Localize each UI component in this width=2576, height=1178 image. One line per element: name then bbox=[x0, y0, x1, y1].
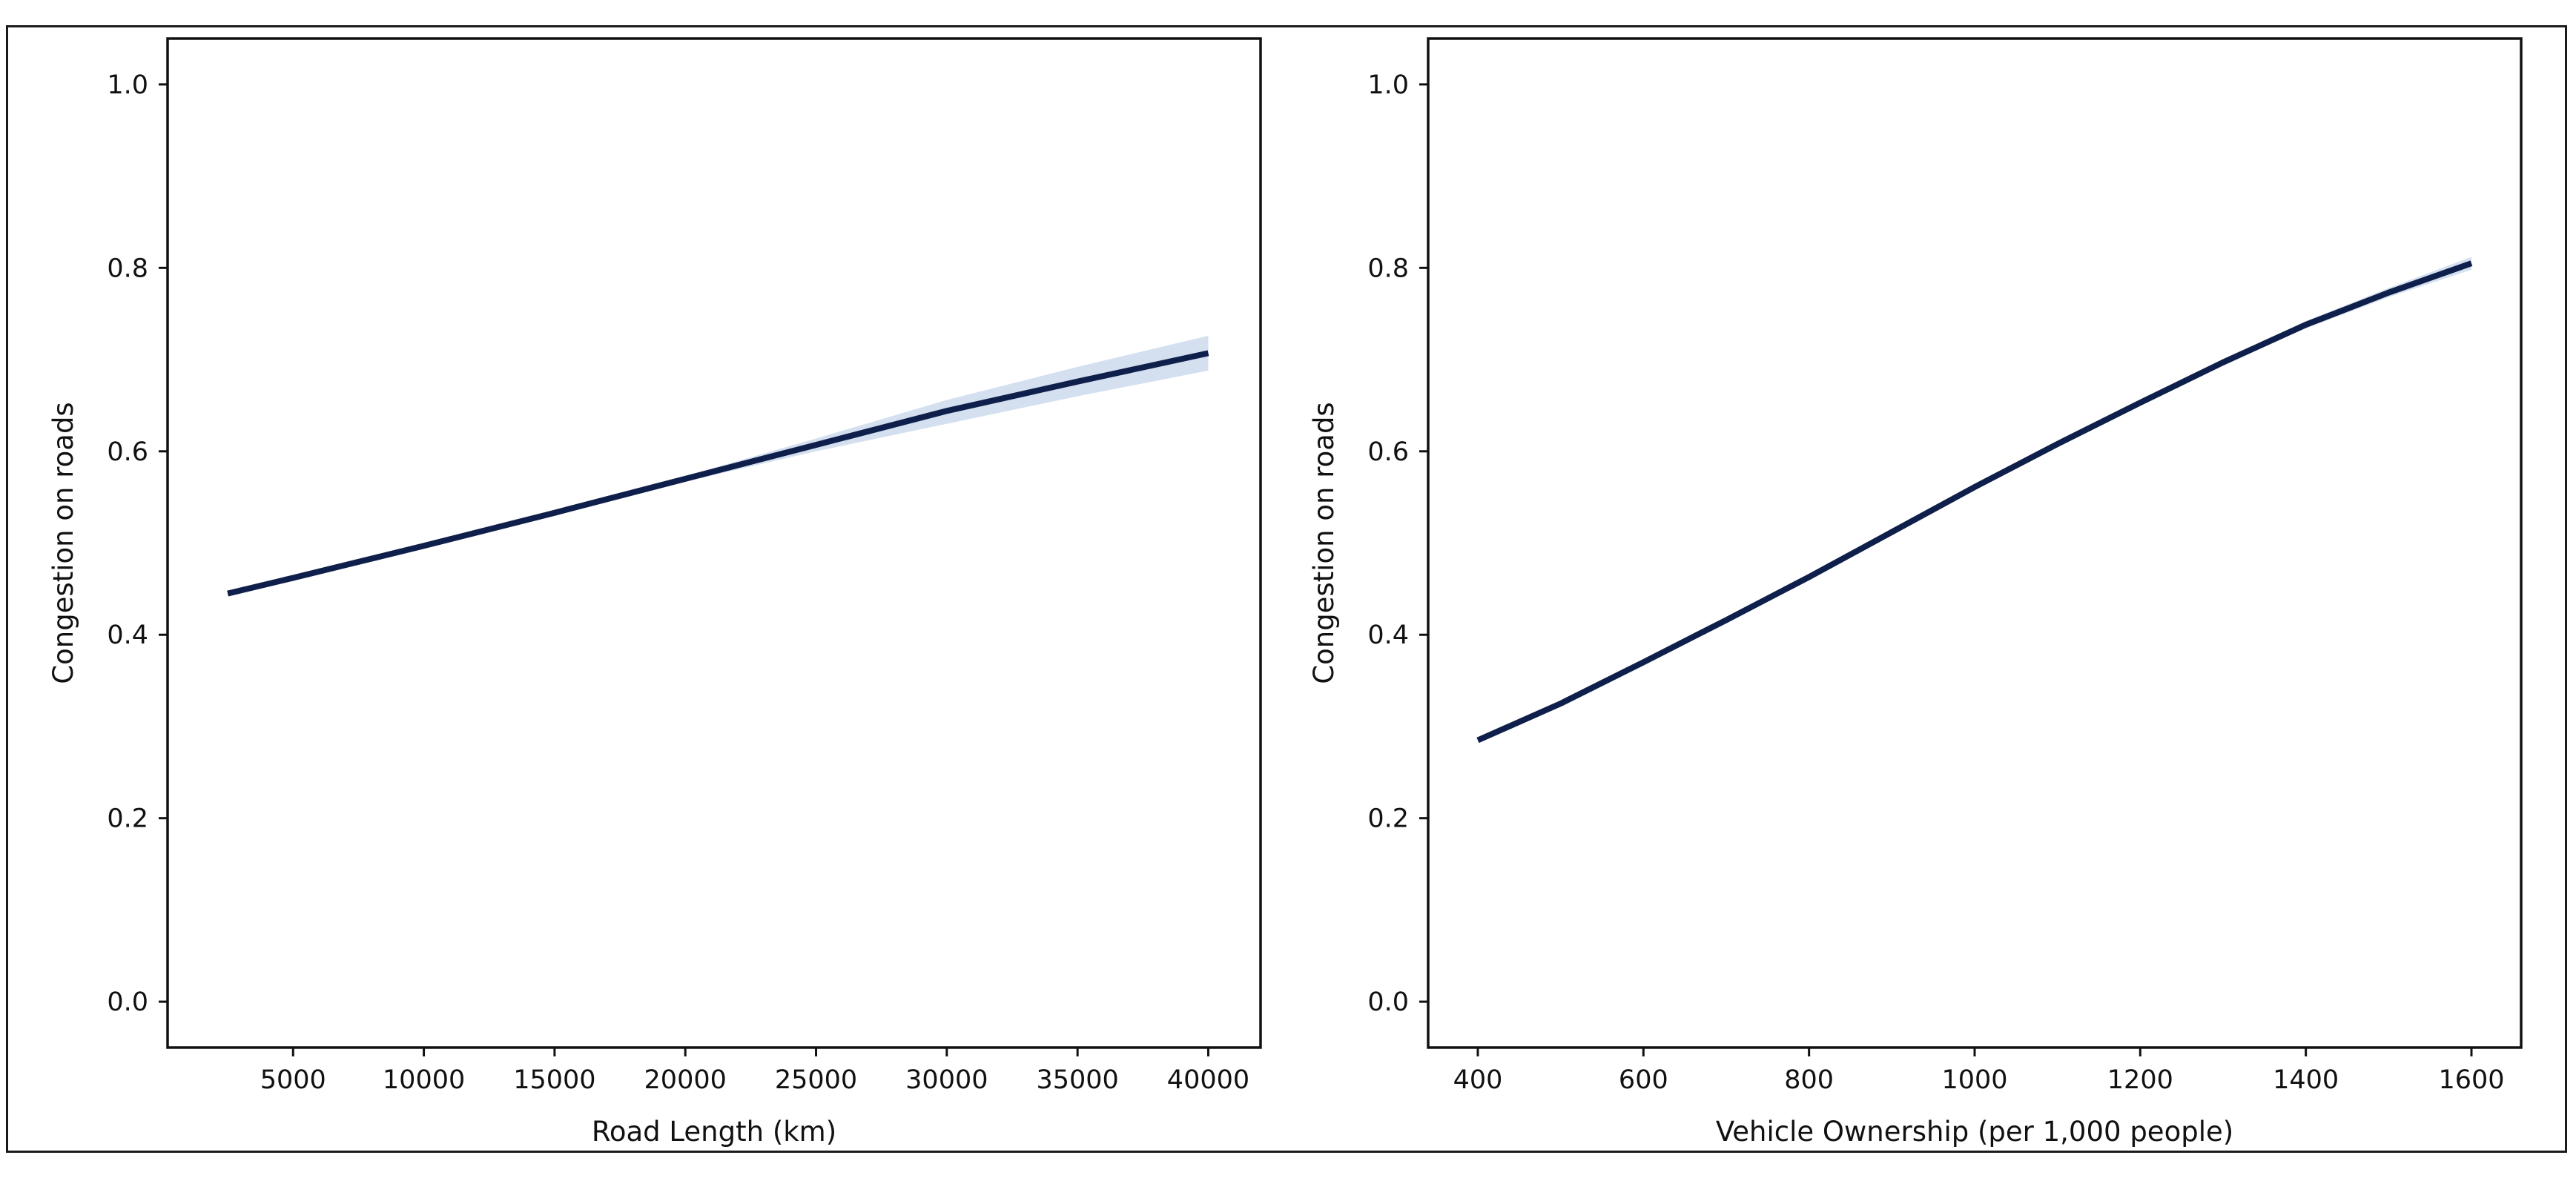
y-tick-label: 0.4 bbox=[1367, 621, 1409, 650]
x-tick-label: 800 bbox=[1784, 1065, 1834, 1095]
confidence-band bbox=[228, 335, 1209, 595]
figure-frame bbox=[6, 25, 2567, 1153]
y-tick-label: 0.2 bbox=[1367, 804, 1409, 834]
x-tick-label: 1600 bbox=[2438, 1065, 2504, 1095]
x-tick-label: 1400 bbox=[2273, 1065, 2339, 1095]
x-tick-label: 600 bbox=[1619, 1065, 1668, 1095]
y-tick-label: 0.8 bbox=[107, 254, 148, 283]
y-tick-label: 0.6 bbox=[107, 437, 148, 467]
x-tick-label: 1200 bbox=[2107, 1065, 2173, 1095]
y-tick-label: 0.0 bbox=[1367, 987, 1409, 1017]
x-tick-label: 400 bbox=[1453, 1065, 1503, 1095]
x-tick-label: 1000 bbox=[1941, 1065, 2007, 1095]
axes-frame bbox=[166, 37, 1262, 1049]
y-tick-label: 0.6 bbox=[1367, 437, 1409, 467]
x-tick-label: 40000 bbox=[1167, 1065, 1249, 1095]
y-tick-label: 0.0 bbox=[107, 987, 148, 1017]
x-axis-label: Road Length (km) bbox=[592, 1116, 836, 1148]
x-tick-label: 10000 bbox=[383, 1065, 465, 1095]
x-tick-label: 20000 bbox=[644, 1065, 727, 1095]
y-axis-label: Congestion on roads bbox=[47, 402, 79, 684]
x-tick-label: 5000 bbox=[260, 1065, 326, 1095]
series-line bbox=[227, 350, 1209, 597]
y-tick-label: 0.4 bbox=[107, 621, 148, 650]
x-tick-label: 15000 bbox=[513, 1065, 595, 1095]
x-tick-label: 30000 bbox=[905, 1065, 988, 1095]
y-tick-label: 0.2 bbox=[107, 804, 148, 834]
chart-panel-1: 5000 10000 15000 20000 25000 30000 35000 40000 0… bbox=[47, 37, 1262, 1148]
y-tick-label: 1.0 bbox=[1367, 70, 1409, 100]
series-line bbox=[1476, 260, 2473, 744]
x-tick-label: 25000 bbox=[775, 1065, 857, 1095]
x-tick-label: 35000 bbox=[1036, 1065, 1118, 1095]
y-axis-label: Congestion on roads bbox=[1308, 402, 1340, 684]
y-tick-label: 0.8 bbox=[1367, 254, 1409, 283]
axes-frame bbox=[1427, 37, 2523, 1049]
chart-panel-2: 400 600 800 1000 1200 1400 1600 0.0 0.2 0.4 0.6 0.8… bbox=[1308, 37, 2523, 1148]
y-tick-label: 1.0 bbox=[107, 70, 148, 100]
x-axis-label: Vehicle Ownership (per 1,000 people) bbox=[1716, 1116, 2233, 1148]
